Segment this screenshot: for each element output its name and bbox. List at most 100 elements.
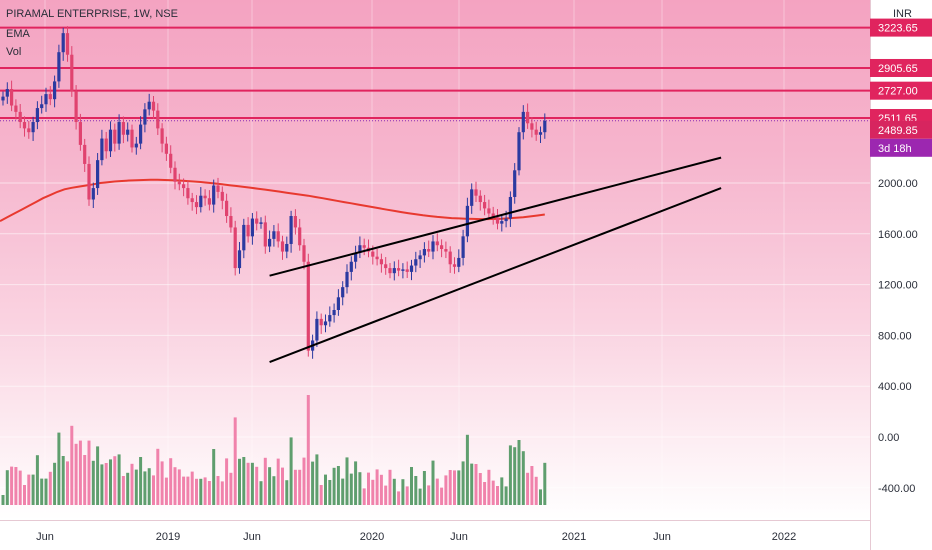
volume-bar [57,432,61,505]
candle-body [100,138,104,161]
candle-body [27,128,31,133]
level-label: 2727.00 [878,86,918,98]
volume-bar [474,464,478,505]
candle-body [61,33,65,53]
volume-bar [40,478,44,505]
candle-body [405,269,409,272]
candle-body [538,132,543,135]
volume-bar [242,457,246,505]
candle-body [44,94,48,105]
candle-body [126,129,130,135]
candle-body [143,109,147,125]
volume-bar [177,469,181,505]
candle-body [543,120,547,133]
candle-body [354,252,358,262]
candle-body [1,96,5,101]
candle-body [255,218,259,224]
volume-bar [186,476,190,505]
volume-bar [35,455,39,505]
time-axis[interactable] [0,520,870,550]
candle-body [375,256,379,260]
volume-bar [229,472,233,505]
candle-body [182,184,186,189]
volume-bar [152,475,155,505]
candle-body [14,105,18,112]
volume-bar [23,485,26,505]
x-tick-label: Jun [450,531,468,543]
candle-body [173,167,177,182]
volume-bar [465,434,469,505]
candle-body [48,94,52,100]
candle-body [70,54,74,92]
candle-body [74,91,78,123]
candle-body [57,52,61,82]
candle-body [332,310,336,316]
volume-bar [268,467,272,505]
candle-body [461,236,465,258]
volume-bar [113,456,117,505]
volume-bar [453,470,456,505]
countdown-label-bg [870,138,932,157]
volume-bar [444,475,448,505]
candle-body [306,261,310,351]
candle-body [160,128,164,144]
volume-bar [48,471,52,505]
volume-bar [392,478,396,505]
volume-bar [414,476,418,505]
candle-body [259,222,263,224]
x-tick-label: Jun [36,531,54,543]
volume-bar [431,460,435,505]
y-tick-label: 1600.00 [878,229,918,241]
volume-bar [14,467,18,505]
candle-body [104,138,108,152]
volume-bar [521,451,525,505]
candle-body [495,217,500,224]
volume-bar [427,485,431,505]
volume-bar [332,467,336,505]
legend-vol[interactable]: Vol [6,46,22,58]
volume-bar [491,480,495,505]
volume-bar [199,478,203,505]
candle-body [483,202,487,209]
candle-body [229,216,233,228]
legend-title: PIRAMAL ENTERPRISE, 1W, NSE [6,8,178,20]
candle-body [435,241,439,246]
volume-bar [164,477,168,505]
level-label-bg [870,81,932,100]
candle-body [530,123,534,130]
volume-bar [203,477,207,505]
volume-bar [362,488,366,505]
legend-ema[interactable]: EMA [6,28,30,40]
volume-bar [238,458,241,505]
volume-bar [272,476,276,505]
y-tick-label: 800.00 [878,330,912,342]
candle-body [444,249,448,252]
candle-body [31,122,35,133]
candle-body [268,238,272,247]
volume-bar [371,479,375,505]
volume-bar [418,488,422,505]
candle-body [53,81,57,100]
volume-bar [328,480,332,505]
candle-body [18,111,22,123]
candle-body [156,110,160,129]
volume-bar [66,461,69,505]
volume-bar [517,440,521,505]
volume-bar [190,471,194,505]
volume-bar [74,443,78,505]
y-tick-label: -400.00 [878,483,915,495]
candle-body [216,185,220,192]
level-label-bg [870,58,932,77]
volume-bar [156,448,160,505]
volume-bar [293,469,297,505]
ema-series-line [0,178,545,222]
candle-body [465,205,469,237]
candles [1,26,547,359]
volume-bar [397,491,401,505]
candle-body [134,143,138,148]
plot-area[interactable] [0,0,870,520]
volume-bar [539,489,542,505]
volume-bar [100,464,104,505]
volume-bar [504,486,508,505]
candle-body [91,188,95,200]
